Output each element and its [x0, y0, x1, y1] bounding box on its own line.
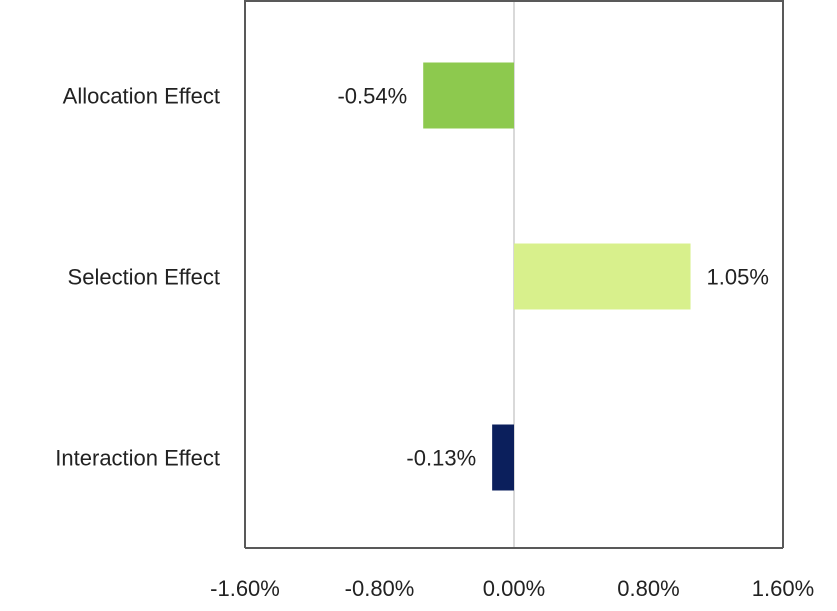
bar-interaction-effect [492, 424, 514, 491]
category-label: Selection Effect [68, 265, 220, 290]
x-tick-label: 0.00% [483, 576, 545, 601]
bar-allocation-effect [423, 62, 514, 129]
category-label: Interaction Effect [55, 446, 220, 471]
value-label: 1.05% [707, 265, 769, 290]
bar-selection-effect [514, 243, 691, 310]
x-tick-label: -0.80% [345, 576, 415, 601]
x-tick-label: -1.60% [210, 576, 280, 601]
value-label: -0.13% [406, 446, 476, 471]
x-tick-label: 0.80% [617, 576, 679, 601]
category-label: Allocation Effect [63, 84, 220, 109]
x-tick-label: 1.60% [752, 576, 814, 601]
plot-area: Allocation Effect -0.54% Selection Effect 1… [55, 0, 814, 601]
value-label: -0.54% [337, 84, 407, 109]
